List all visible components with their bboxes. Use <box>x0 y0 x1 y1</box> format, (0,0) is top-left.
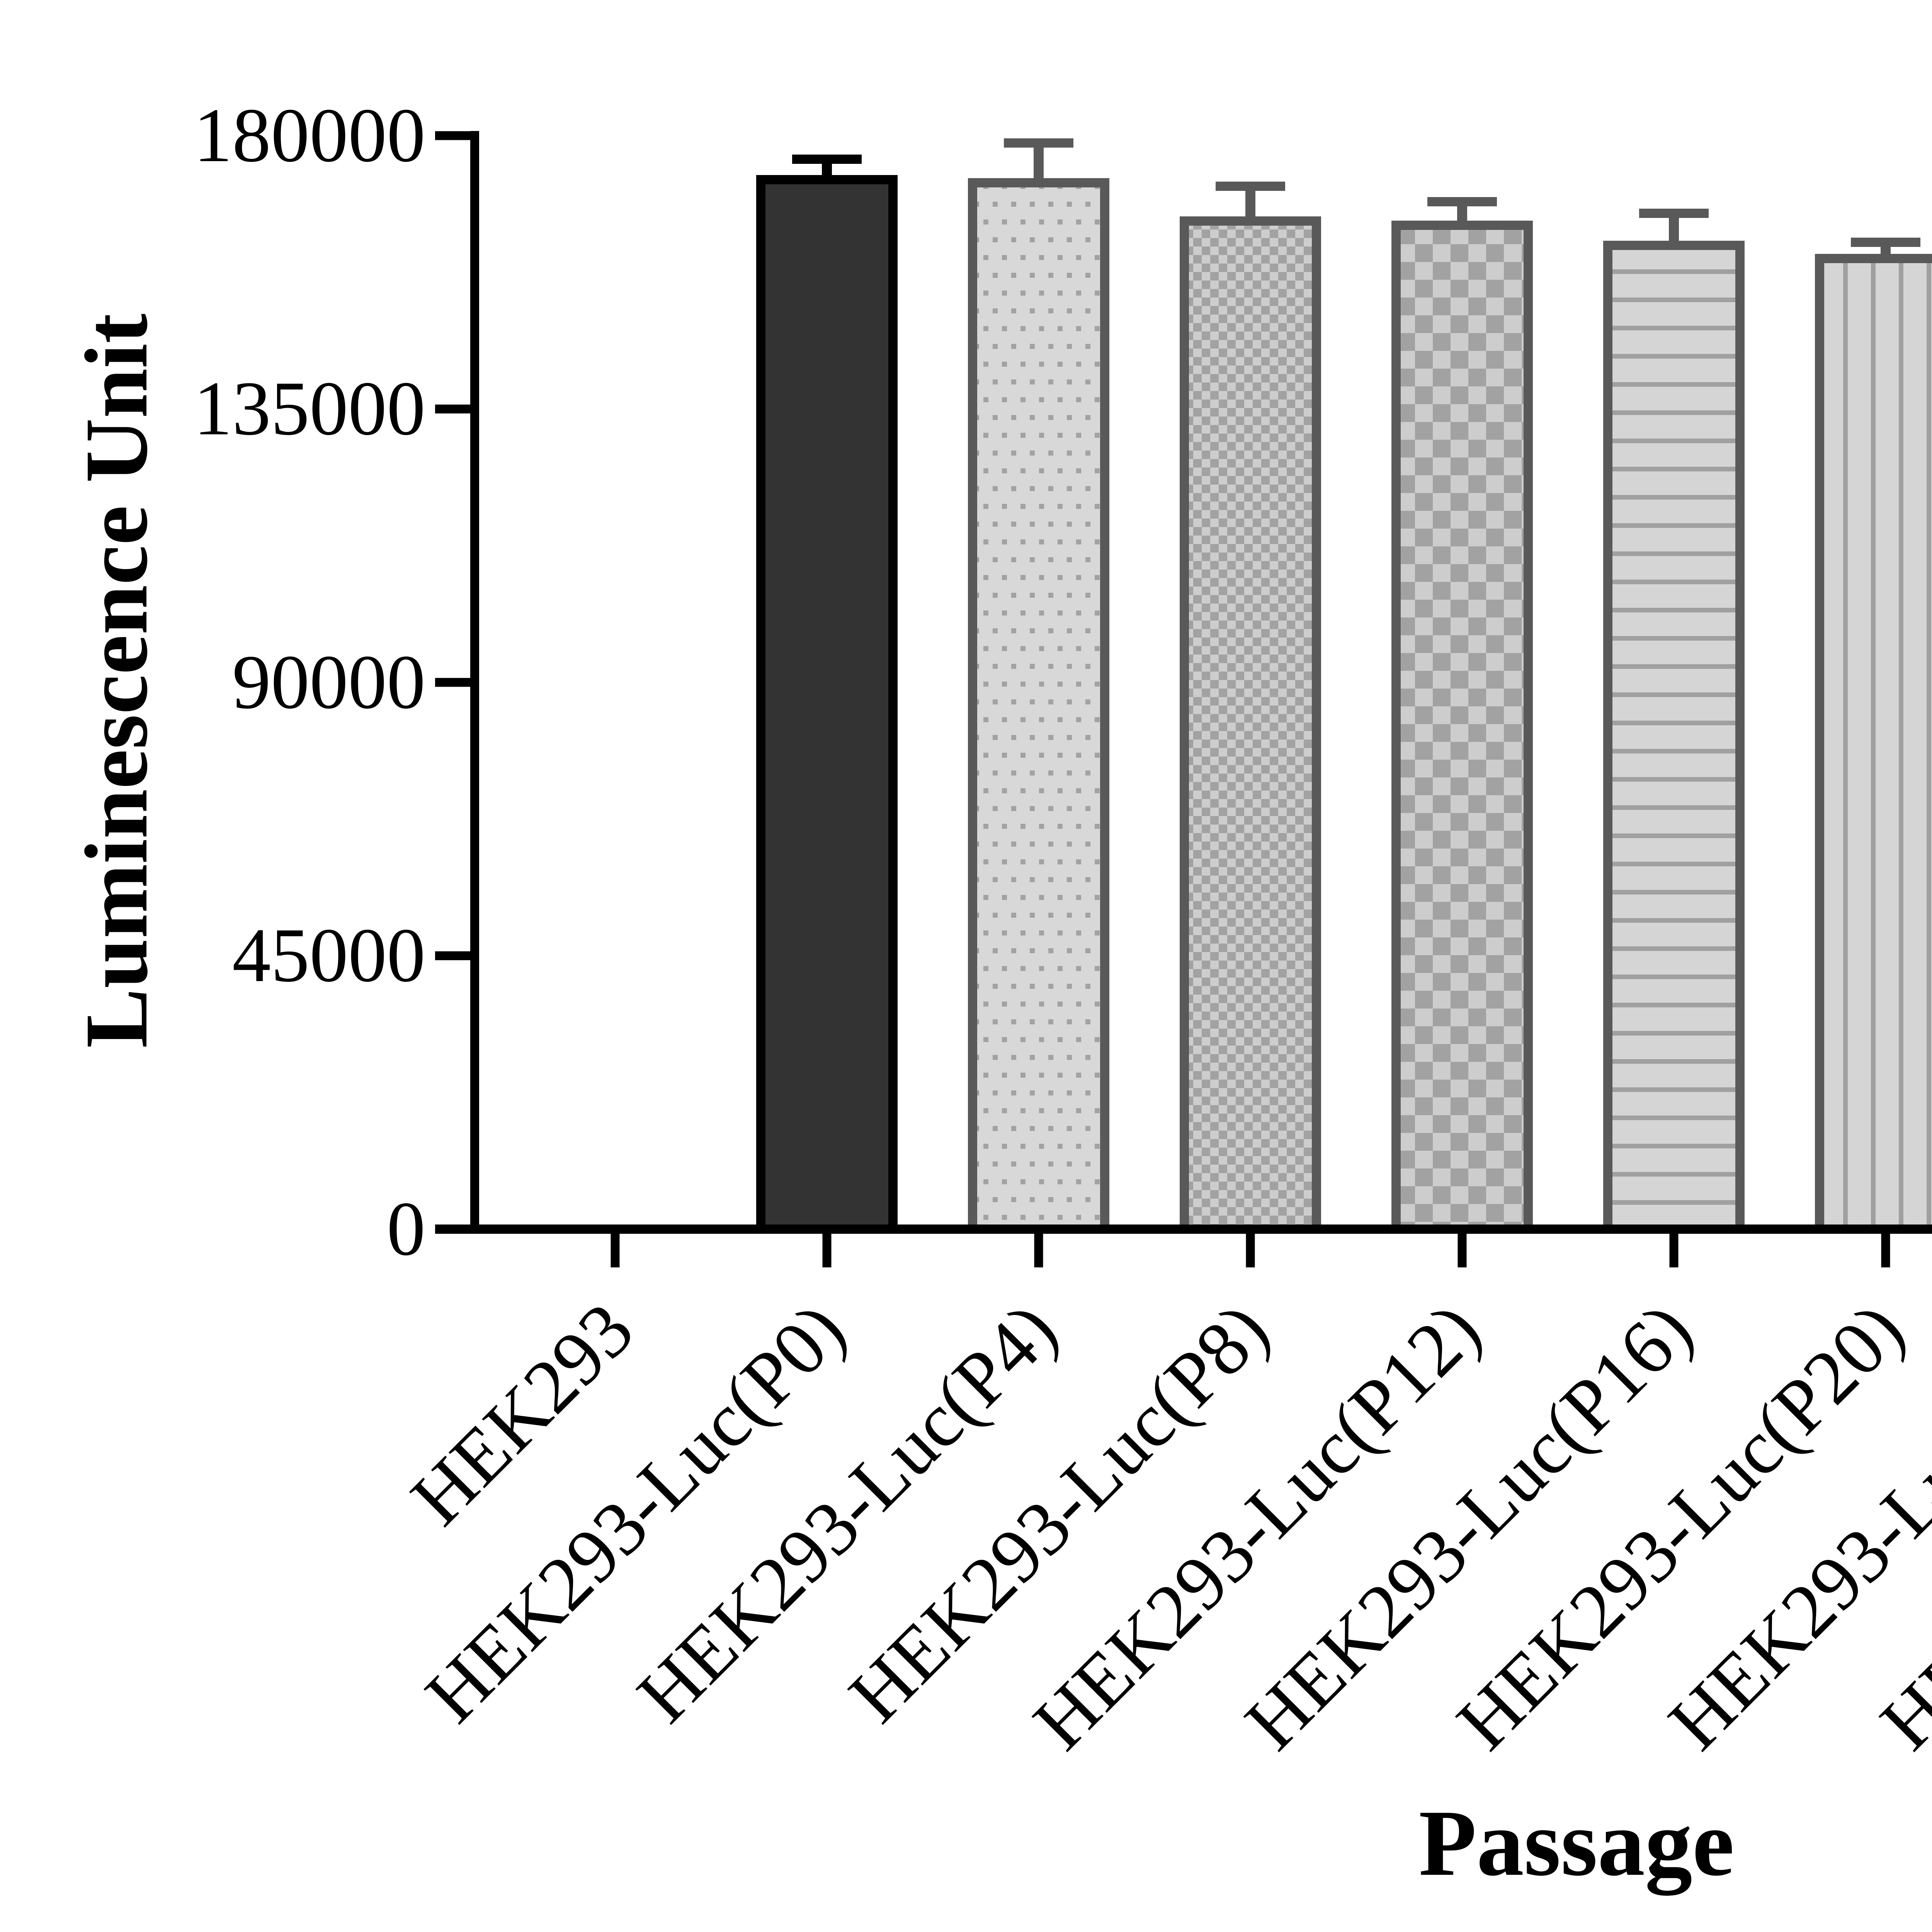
svg-text:90000: 90000 <box>232 639 425 725</box>
svg-text:0: 0 <box>387 1186 425 1272</box>
svg-text:Luminescence Unit: Luminescence Unit <box>67 314 166 1048</box>
svg-text:180000: 180000 <box>194 93 425 178</box>
svg-text:135000: 135000 <box>194 366 425 451</box>
svg-text:Passage: Passage <box>1419 1791 1735 1896</box>
svg-text:45000: 45000 <box>232 913 425 998</box>
